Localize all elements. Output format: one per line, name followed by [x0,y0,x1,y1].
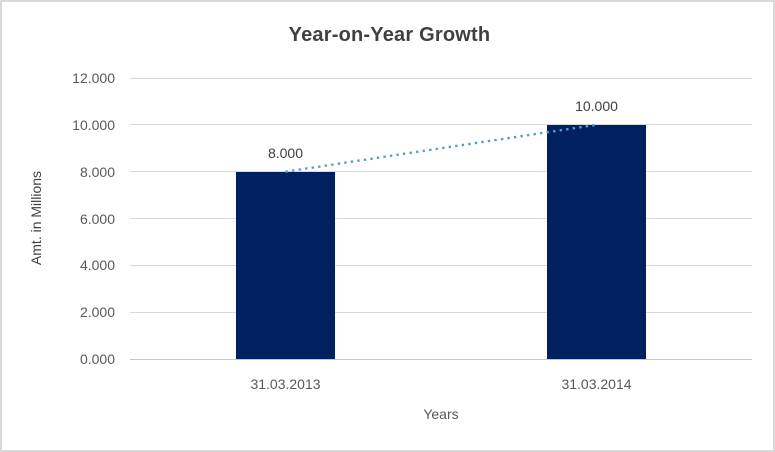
x-axis-line [130,358,752,360]
chart-title: Year-on-Year Growth [288,24,491,46]
x-axis-tick-label: 31.03.2013 [250,376,321,392]
data-label: 8.000 [267,144,304,161]
y-axis-tick-label: 4.000 [79,257,115,274]
gridline [130,218,752,219]
gridline [130,311,752,313]
gridline [130,171,752,173]
gridline [130,264,752,266]
y-axis-tick-label: 0.000 [79,351,115,367]
x-axis-title: Years [423,406,459,422]
y-axis-tick-label: 8.000 [79,163,115,180]
y-axis-tick-label: 12.000 [72,70,115,86]
x-axis-tick-label: 31.03.2014 [561,376,632,392]
y-axis-tick-label: 2.000 [79,304,115,321]
bar [547,124,646,359]
y-axis-tick-label: 6.000 [79,210,115,227]
bar [236,171,335,359]
y-axis-tick-label: 10.000 [72,116,115,133]
gridline [130,77,752,79]
data-label: 10.000 [575,97,618,114]
gridline [130,124,752,126]
